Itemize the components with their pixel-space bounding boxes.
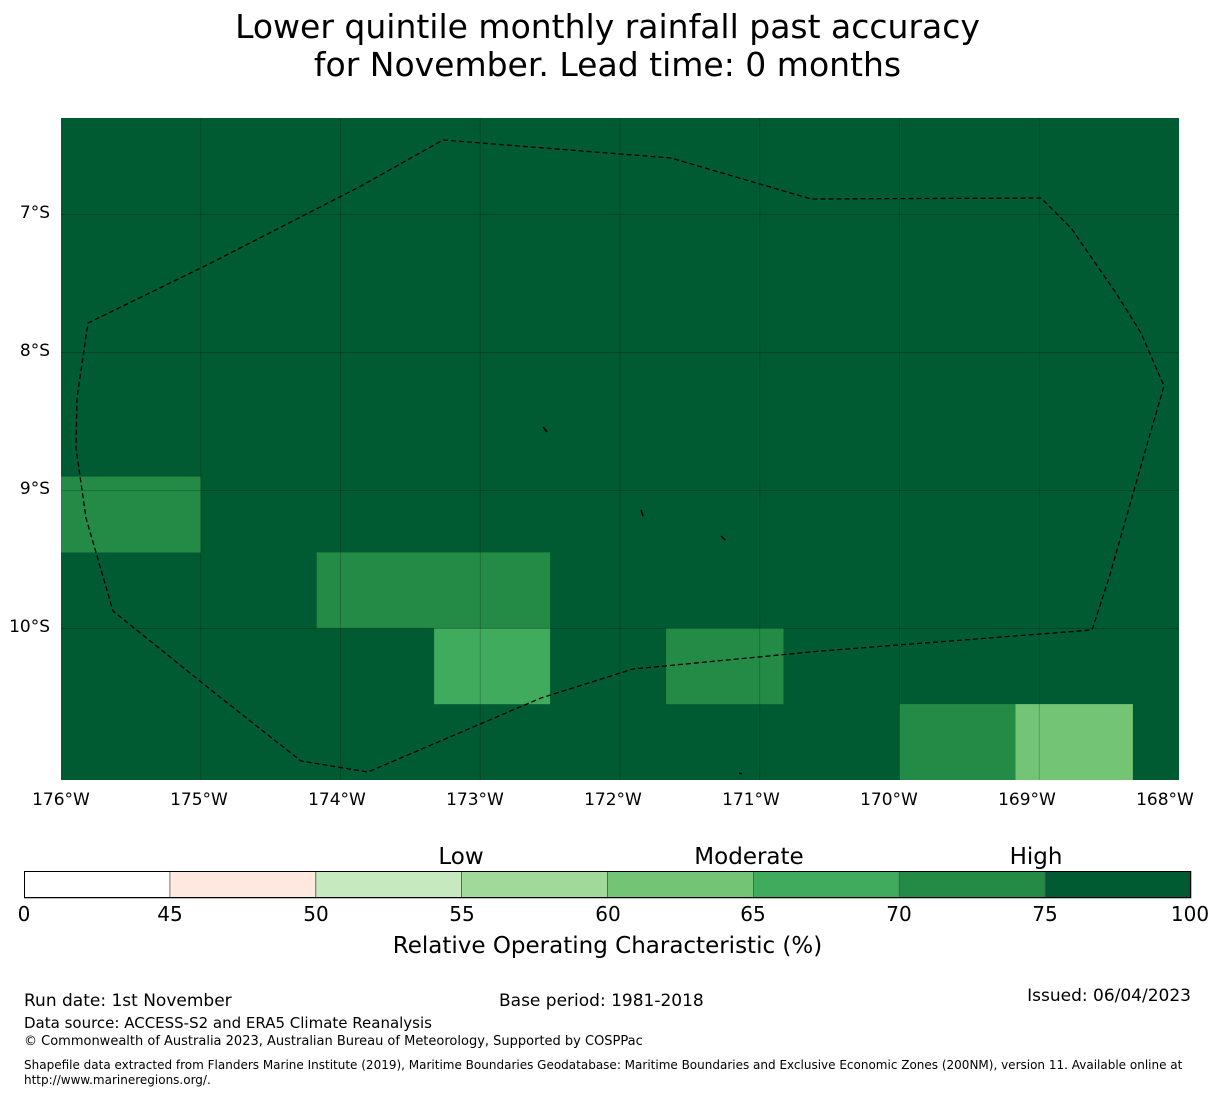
colorbar-segment (461, 871, 608, 899)
colorbar-segment (169, 871, 317, 899)
roc-cell (1015, 704, 1133, 780)
map-plot (61, 118, 1179, 780)
x-tick-label: 172°W (584, 790, 642, 810)
x-tick-label: 176°W (32, 790, 90, 810)
roc-cell (434, 628, 551, 705)
colorbar-segment (315, 871, 463, 899)
colorbar-tick: 75 (1032, 902, 1058, 926)
x-tick-label: 171°W (722, 790, 780, 810)
data-source: Data source: ACCESS-S2 and ERA5 Climate … (24, 1014, 432, 1032)
shapefile-credit-line-1: Shapefile data extracted from Flanders M… (24, 1058, 1183, 1072)
shapefile-credit-line-2: http://www.marineregions.org/. (24, 1073, 211, 1087)
colorbar-category-high: High (1009, 844, 1063, 870)
colorbar-segment (24, 871, 171, 899)
island-marker (738, 772, 743, 775)
x-tick-label: 174°W (308, 790, 366, 810)
x-tick-label: 168°W (1136, 790, 1194, 810)
colorbar-segment (607, 871, 754, 899)
colorbar-tick: 50 (303, 902, 329, 926)
colorbar-tick: 100 (1170, 902, 1210, 926)
y-tick-label: 9°S (19, 479, 50, 499)
x-tick-label: 170°W (860, 790, 918, 810)
colorbar-tick: 65 (740, 902, 766, 926)
colorbar-segment (753, 871, 900, 899)
colorbar-category-moderate: Moderate (694, 844, 804, 870)
colorbar-tick: 0 (17, 902, 31, 926)
x-tick-label: 169°W (998, 790, 1056, 810)
roc-cell (61, 476, 201, 553)
colorbar-tick: 70 (886, 902, 912, 926)
colorbar (24, 871, 1192, 899)
chart-title-line-2: for November. Lead time: 0 months (313, 45, 902, 84)
roc-cell (316, 552, 551, 629)
issued-date: Issued: 06/04/2023 (1027, 986, 1191, 1006)
colorbar-segment (1044, 871, 1192, 899)
y-tick-label: 10°S (9, 617, 50, 637)
map-background (61, 118, 1179, 780)
base-period: Base period: 1981-2018 (499, 991, 704, 1011)
run-date: Run date: 1st November (24, 991, 232, 1011)
y-tick-label: 7°S (19, 203, 50, 223)
colorbar-tick: 60 (595, 902, 621, 926)
colorbar-category-low: Low (438, 844, 484, 870)
colorbar-title: Relative Operating Characteristic (%) (392, 933, 823, 959)
chart-title-line-1: Lower quintile monthly rainfall past acc… (235, 7, 980, 46)
x-tick-label: 175°W (170, 790, 228, 810)
colorbar-segment (898, 871, 1046, 899)
colorbar-tick: 55 (449, 902, 475, 926)
roc-cell (899, 704, 1016, 780)
y-tick-label: 8°S (19, 341, 50, 361)
colorbar-tick: 45 (157, 902, 183, 926)
eez-boundary (75, 139, 1165, 773)
island-marker (720, 535, 726, 541)
island-marker (542, 426, 548, 433)
roc-cell (666, 628, 784, 705)
copyright: © Commonwealth of Australia 2023, Austra… (24, 1034, 643, 1049)
x-tick-label: 173°W (446, 790, 504, 810)
island-marker (640, 509, 644, 517)
